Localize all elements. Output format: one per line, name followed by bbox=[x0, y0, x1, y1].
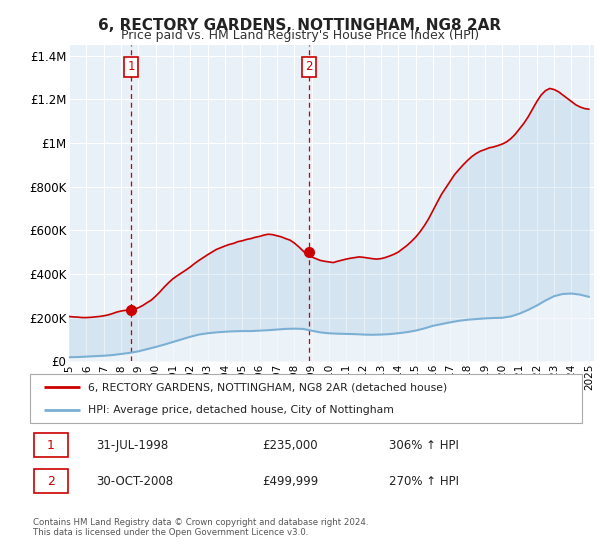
Text: 1: 1 bbox=[47, 438, 55, 451]
Text: 30-OCT-2008: 30-OCT-2008 bbox=[96, 475, 173, 488]
Text: 6, RECTORY GARDENS, NOTTINGHAM, NG8 2AR (detached house): 6, RECTORY GARDENS, NOTTINGHAM, NG8 2AR … bbox=[88, 382, 447, 393]
Text: HPI: Average price, detached house, City of Nottingham: HPI: Average price, detached house, City… bbox=[88, 405, 394, 416]
FancyBboxPatch shape bbox=[30, 374, 582, 423]
Text: 2: 2 bbox=[47, 475, 55, 488]
Text: 2: 2 bbox=[305, 60, 313, 73]
Text: 1: 1 bbox=[127, 60, 135, 73]
Text: £499,999: £499,999 bbox=[262, 475, 318, 488]
Text: Price paid vs. HM Land Registry's House Price Index (HPI): Price paid vs. HM Land Registry's House … bbox=[121, 29, 479, 42]
FancyBboxPatch shape bbox=[34, 433, 68, 457]
Text: £235,000: £235,000 bbox=[262, 438, 317, 451]
FancyBboxPatch shape bbox=[34, 469, 68, 493]
Text: 31-JUL-1998: 31-JUL-1998 bbox=[96, 438, 169, 451]
Text: Contains HM Land Registry data © Crown copyright and database right 2024.
This d: Contains HM Land Registry data © Crown c… bbox=[33, 518, 368, 538]
Text: 306% ↑ HPI: 306% ↑ HPI bbox=[389, 438, 458, 451]
Text: 6, RECTORY GARDENS, NOTTINGHAM, NG8 2AR: 6, RECTORY GARDENS, NOTTINGHAM, NG8 2AR bbox=[98, 18, 502, 33]
Text: 270% ↑ HPI: 270% ↑ HPI bbox=[389, 475, 459, 488]
